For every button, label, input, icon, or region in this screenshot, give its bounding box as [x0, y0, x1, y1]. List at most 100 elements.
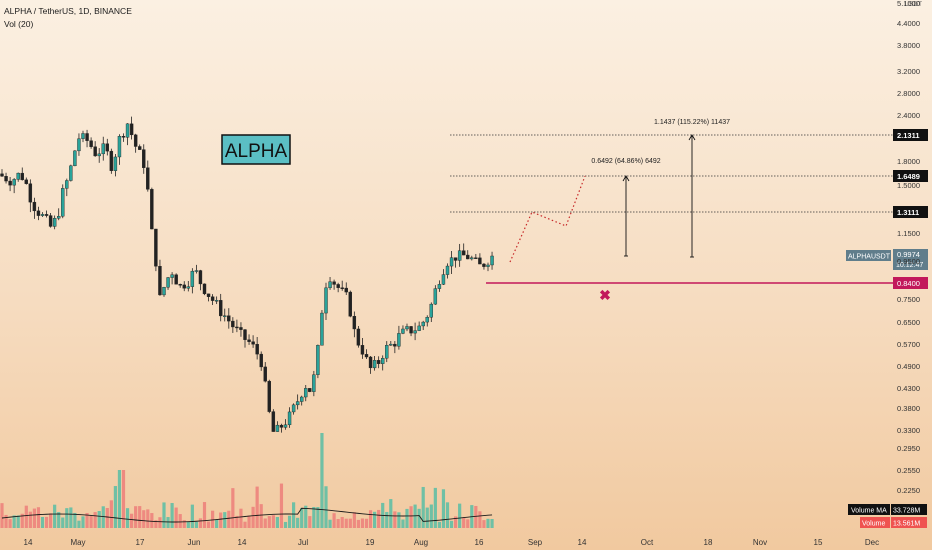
candle-body: [275, 424, 280, 432]
candle-body: [304, 388, 308, 398]
volume-bar: [81, 516, 85, 528]
candle-body: [421, 321, 425, 327]
candle-body: [105, 143, 110, 152]
volume-bar: [445, 502, 450, 528]
candle-body: [239, 327, 243, 330]
volume-bar: [158, 517, 162, 528]
time-tick-label: Oct: [641, 538, 654, 547]
candle-body: [328, 281, 332, 289]
candle-body: [133, 134, 138, 147]
price-tick-label: 2.8000: [897, 89, 920, 98]
candle-body: [162, 287, 166, 296]
candle-body: [255, 344, 259, 355]
candle-body: [348, 291, 352, 317]
volume-bar: [389, 499, 393, 528]
stop-price-tag: [893, 277, 928, 289]
time-tick-label: 17: [136, 538, 145, 547]
candle-body: [73, 150, 77, 167]
measure-label-2: 1.1437 (115.22%) 11437: [654, 119, 730, 126]
price-tick-label: 0.7500: [897, 295, 920, 304]
time-tick-label: 14: [238, 538, 247, 547]
time-tick-label: 19: [366, 538, 375, 547]
volume-bar: [162, 502, 166, 528]
volume-bar: [271, 515, 275, 528]
candle-body: [40, 214, 45, 216]
time-tick-label: 16: [475, 538, 484, 547]
volume-label-box: [860, 517, 890, 528]
volume-bar: [121, 470, 126, 528]
volume-bar: [255, 486, 259, 528]
candle-body: [125, 123, 130, 138]
candle-body: [453, 257, 458, 261]
price-tick-label: 2.4000: [897, 111, 920, 120]
price-tick-label: 0.9500: [897, 257, 920, 266]
volume-bar: [113, 486, 117, 528]
measure-arrow-1-head: [622, 175, 630, 182]
candle-body: [283, 424, 288, 428]
volume-bar: [49, 513, 53, 528]
candle-body: [376, 360, 381, 364]
volume-bar: [478, 511, 482, 528]
candle-body: [324, 287, 328, 314]
time-tick-label: 18: [704, 538, 713, 547]
price-axis-unit: USDT: [904, 1, 922, 8]
candle-body: [158, 266, 162, 296]
candle-body: [372, 360, 377, 369]
volume-bar: [283, 521, 288, 528]
volume-bar: [486, 518, 490, 528]
volume-bar: [53, 504, 57, 528]
candle-body: [0, 173, 4, 177]
target-price-tag: [893, 170, 928, 182]
price-tick-label: 1.5000: [897, 181, 920, 190]
volume-bar: [352, 512, 356, 528]
price-tick-label: 0.2250: [897, 486, 920, 495]
candle-body: [198, 270, 203, 285]
volume-bar: [215, 519, 219, 528]
candle-body: [223, 315, 227, 317]
candle-body: [385, 345, 389, 359]
candle-body: [287, 411, 292, 426]
candle-body: [389, 343, 393, 346]
volume-bar: [61, 517, 65, 528]
candle-body: [466, 254, 470, 260]
candle-body: [77, 138, 81, 152]
volume-bar: [324, 486, 328, 528]
volume-bar: [247, 515, 251, 528]
volume-bar: [190, 504, 194, 528]
candle-body: [417, 325, 421, 331]
volume-bar: [490, 519, 494, 528]
candle-body: [308, 388, 312, 392]
volume-bar: [211, 510, 215, 528]
time-tick-label: 14: [24, 538, 33, 547]
target-price-label: 1.6489: [897, 172, 920, 181]
volume-bar: [441, 489, 446, 528]
volume-bar: [178, 514, 182, 528]
candle-body: [97, 153, 101, 157]
volume-bar: [44, 516, 49, 528]
candle-body: [174, 274, 178, 285]
volume-bar: [336, 519, 340, 528]
candle-body: [295, 401, 300, 406]
candle-body: [490, 255, 494, 266]
volume-bar: [356, 519, 360, 528]
time-axis: 14 May 17 Jun 14 Jul 19 Aug 16 Sep 14 Oct 18 Nov 15 Dec: [24, 538, 880, 547]
candle-body: [194, 270, 199, 272]
candle-body: [332, 281, 336, 285]
measure-label-1: 0.6492 (64.86%) 6492: [591, 158, 660, 165]
candle-body: [117, 136, 122, 158]
candle-body: [425, 317, 429, 323]
candle-body: [231, 320, 235, 328]
volume-bar: [239, 508, 243, 528]
volume-bar: [340, 516, 344, 528]
volume-bar: [259, 504, 263, 528]
volume-bar: [117, 470, 122, 528]
time-tick-label: 15: [814, 538, 823, 547]
price-tick-label: 0.3300: [897, 426, 920, 435]
candle-body: [368, 356, 373, 369]
volume-bar: [308, 516, 312, 528]
volume-bar: [287, 515, 292, 528]
volume-bar: [4, 514, 8, 528]
price-tick-label: 0.2950: [897, 444, 920, 453]
